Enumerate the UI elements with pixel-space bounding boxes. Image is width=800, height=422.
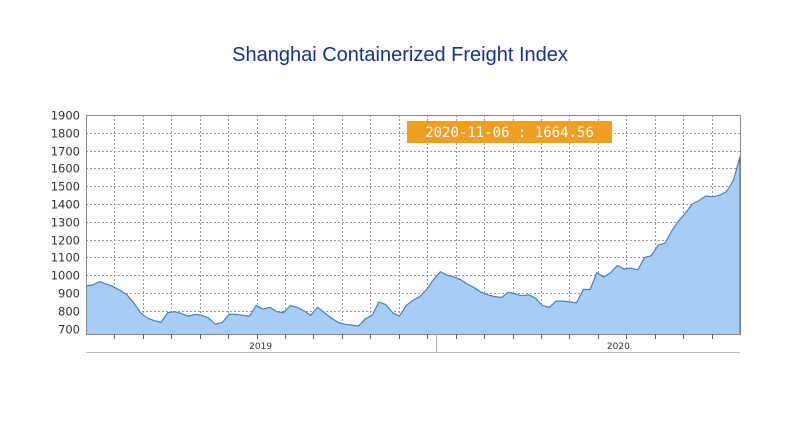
y-tick-label: 1200 xyxy=(51,234,80,248)
y-tick-label: 1000 xyxy=(51,269,80,283)
y-tick-label: 1100 xyxy=(51,251,80,265)
chart-title: Shanghai Containerized Freight Index xyxy=(232,44,568,66)
plot-frame xyxy=(86,115,741,335)
x-tick-label: 2019 xyxy=(249,342,272,352)
series-line xyxy=(85,156,741,327)
tick-labels: 700 800 900 1000 1100 1200 1300 1400 1500 1600 170… xyxy=(51,109,630,353)
y-tick-label: 1300 xyxy=(51,216,80,230)
x-tick-label: 2020 xyxy=(607,342,630,352)
tooltip-label: 2020-11-06 : 1664.56 xyxy=(425,125,594,141)
y-tick-label: 1900 xyxy=(51,109,80,123)
axes xyxy=(86,115,741,353)
y-tick-label: 1600 xyxy=(51,162,80,176)
y-tick-label: 800 xyxy=(58,305,80,319)
y-tick-label: 1700 xyxy=(51,145,80,159)
y-tick-label: 700 xyxy=(58,323,80,337)
tooltip-box xyxy=(407,121,612,143)
series-area xyxy=(86,156,740,334)
value-tooltip: 2020-11-06 : 1664.56 xyxy=(407,121,612,143)
y-tick-label: 900 xyxy=(58,287,80,301)
series-layer xyxy=(85,156,741,334)
y-tick-label: 1800 xyxy=(51,127,80,141)
y-tick-label: 1500 xyxy=(51,180,80,194)
y-tick-label: 1400 xyxy=(51,198,80,212)
